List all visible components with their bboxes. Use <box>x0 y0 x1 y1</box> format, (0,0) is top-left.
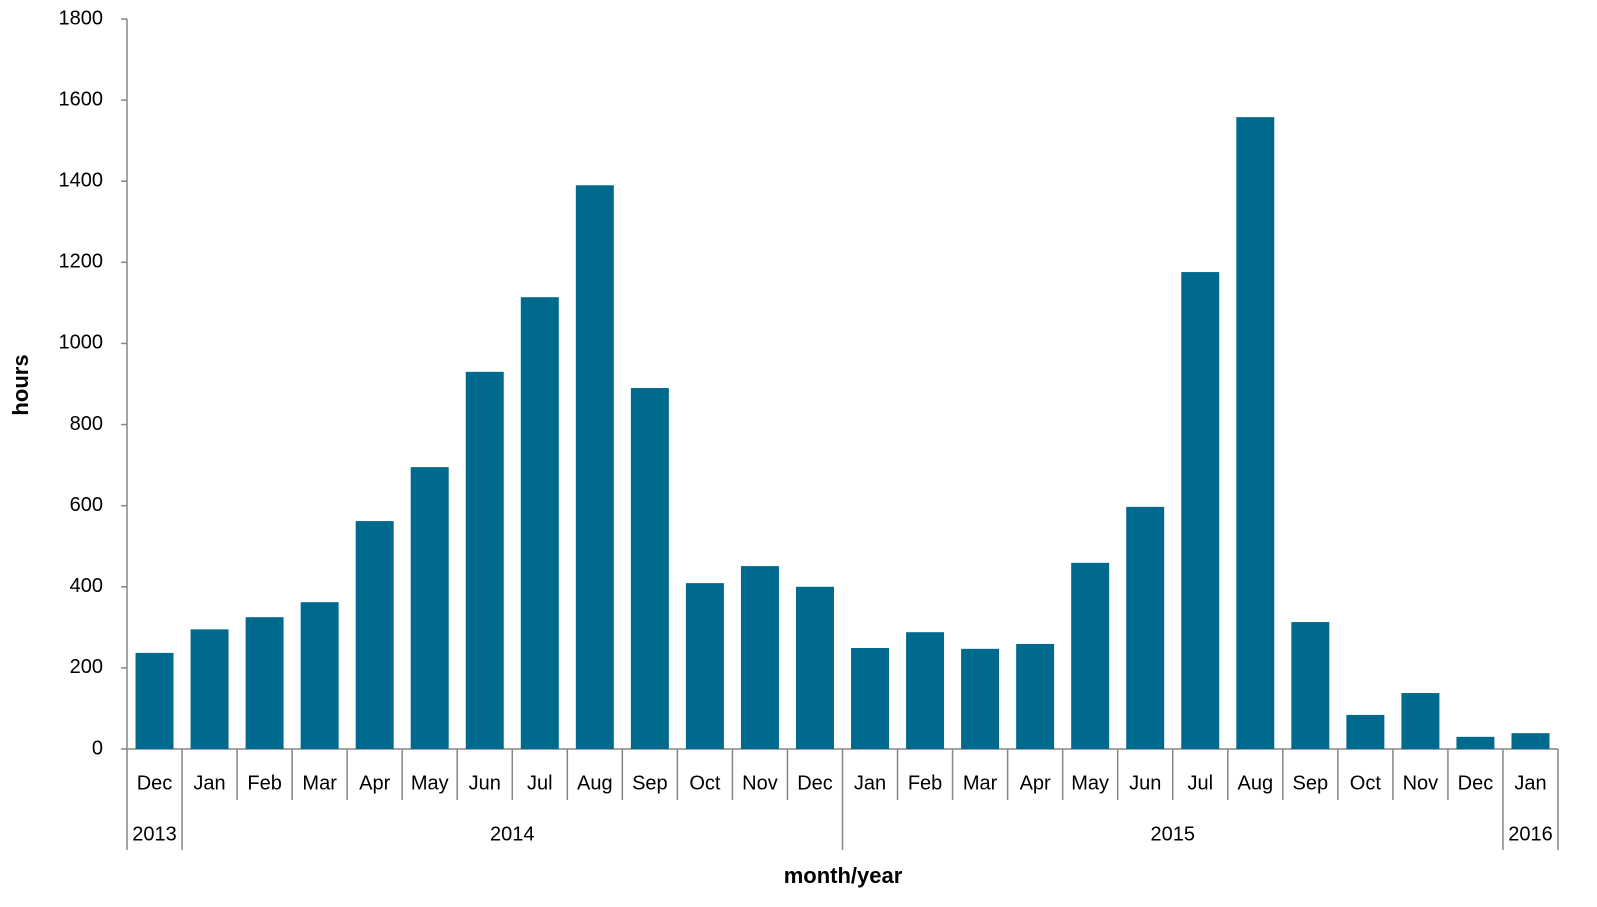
bar <box>1126 506 1165 749</box>
bar <box>961 648 1000 749</box>
x-tick-label: Nov <box>742 772 778 794</box>
y-tick-label: 0 <box>92 737 103 759</box>
y-tick-label: 1600 <box>59 88 104 110</box>
x-tick-label: Mar <box>963 772 998 794</box>
bar <box>1071 562 1110 749</box>
y-tick-label: 1000 <box>59 332 104 354</box>
x-tick-label: Sep <box>632 772 668 794</box>
group-label: 2013 <box>132 823 177 845</box>
y-tick-label: 1400 <box>59 170 104 192</box>
x-tick-label: Dec <box>137 772 173 794</box>
bar <box>740 566 779 749</box>
bar <box>1401 693 1440 749</box>
bar <box>1181 272 1220 749</box>
bar <box>355 521 394 749</box>
y-axis-title: hours <box>8 354 33 415</box>
x-tick-label: Oct <box>689 772 721 794</box>
y-tick-label: 200 <box>70 656 103 678</box>
bar <box>190 629 229 749</box>
x-tick-label: Jan <box>193 772 225 794</box>
y-tick-label: 1200 <box>59 251 104 273</box>
bar <box>906 632 945 749</box>
x-tick-label: Oct <box>1350 772 1382 794</box>
x-tick-label: May <box>411 772 449 794</box>
bar <box>575 185 614 749</box>
x-tick-label: Jan <box>854 772 886 794</box>
bar <box>1291 622 1330 749</box>
bar <box>1016 643 1055 749</box>
x-tick-label: Sep <box>1293 772 1329 794</box>
bar <box>465 371 504 749</box>
x-tick-label: Jun <box>469 772 501 794</box>
x-tick-label: May <box>1071 772 1109 794</box>
bar <box>300 602 339 749</box>
bar <box>1511 733 1550 749</box>
x-tick-label: Apr <box>1020 772 1051 794</box>
bar <box>851 648 890 749</box>
x-tick-label: Apr <box>359 772 390 794</box>
x-tick-label: Dec <box>797 772 833 794</box>
x-tick-label: Jul <box>1187 772 1213 794</box>
bar <box>135 652 174 749</box>
bar <box>1346 714 1385 749</box>
bar <box>685 583 724 749</box>
x-tick-label: Aug <box>577 772 613 794</box>
x-axis-title: month/year <box>784 863 903 888</box>
y-tick-label: 800 <box>70 413 103 435</box>
x-tick-label: Nov <box>1403 772 1439 794</box>
group-label: 2014 <box>490 823 535 845</box>
group-label: 2016 <box>1508 823 1553 845</box>
x-tick-label: Dec <box>1458 772 1494 794</box>
x-tick-label: Jul <box>527 772 553 794</box>
x-tick-label: Jan <box>1514 772 1546 794</box>
y-tick-label: 600 <box>70 494 103 516</box>
x-tick-label: Feb <box>908 772 942 794</box>
bar <box>630 388 669 749</box>
x-tick-label: Aug <box>1237 772 1273 794</box>
bar <box>1456 736 1495 749</box>
bar <box>795 586 834 749</box>
group-label: 2015 <box>1150 823 1195 845</box>
x-tick-label: Mar <box>302 772 337 794</box>
bar <box>520 297 559 749</box>
bar <box>410 467 449 749</box>
x-tick-label: Jun <box>1129 772 1161 794</box>
bar <box>1236 117 1275 749</box>
bar <box>245 617 284 749</box>
y-tick-label: 400 <box>70 575 103 597</box>
y-tick-label: 1800 <box>59 7 104 29</box>
x-tick-label: Feb <box>247 772 281 794</box>
